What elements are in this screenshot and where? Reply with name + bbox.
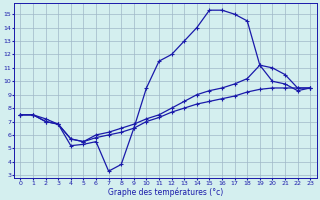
X-axis label: Graphe des températures (°c): Graphe des températures (°c) [108, 187, 223, 197]
